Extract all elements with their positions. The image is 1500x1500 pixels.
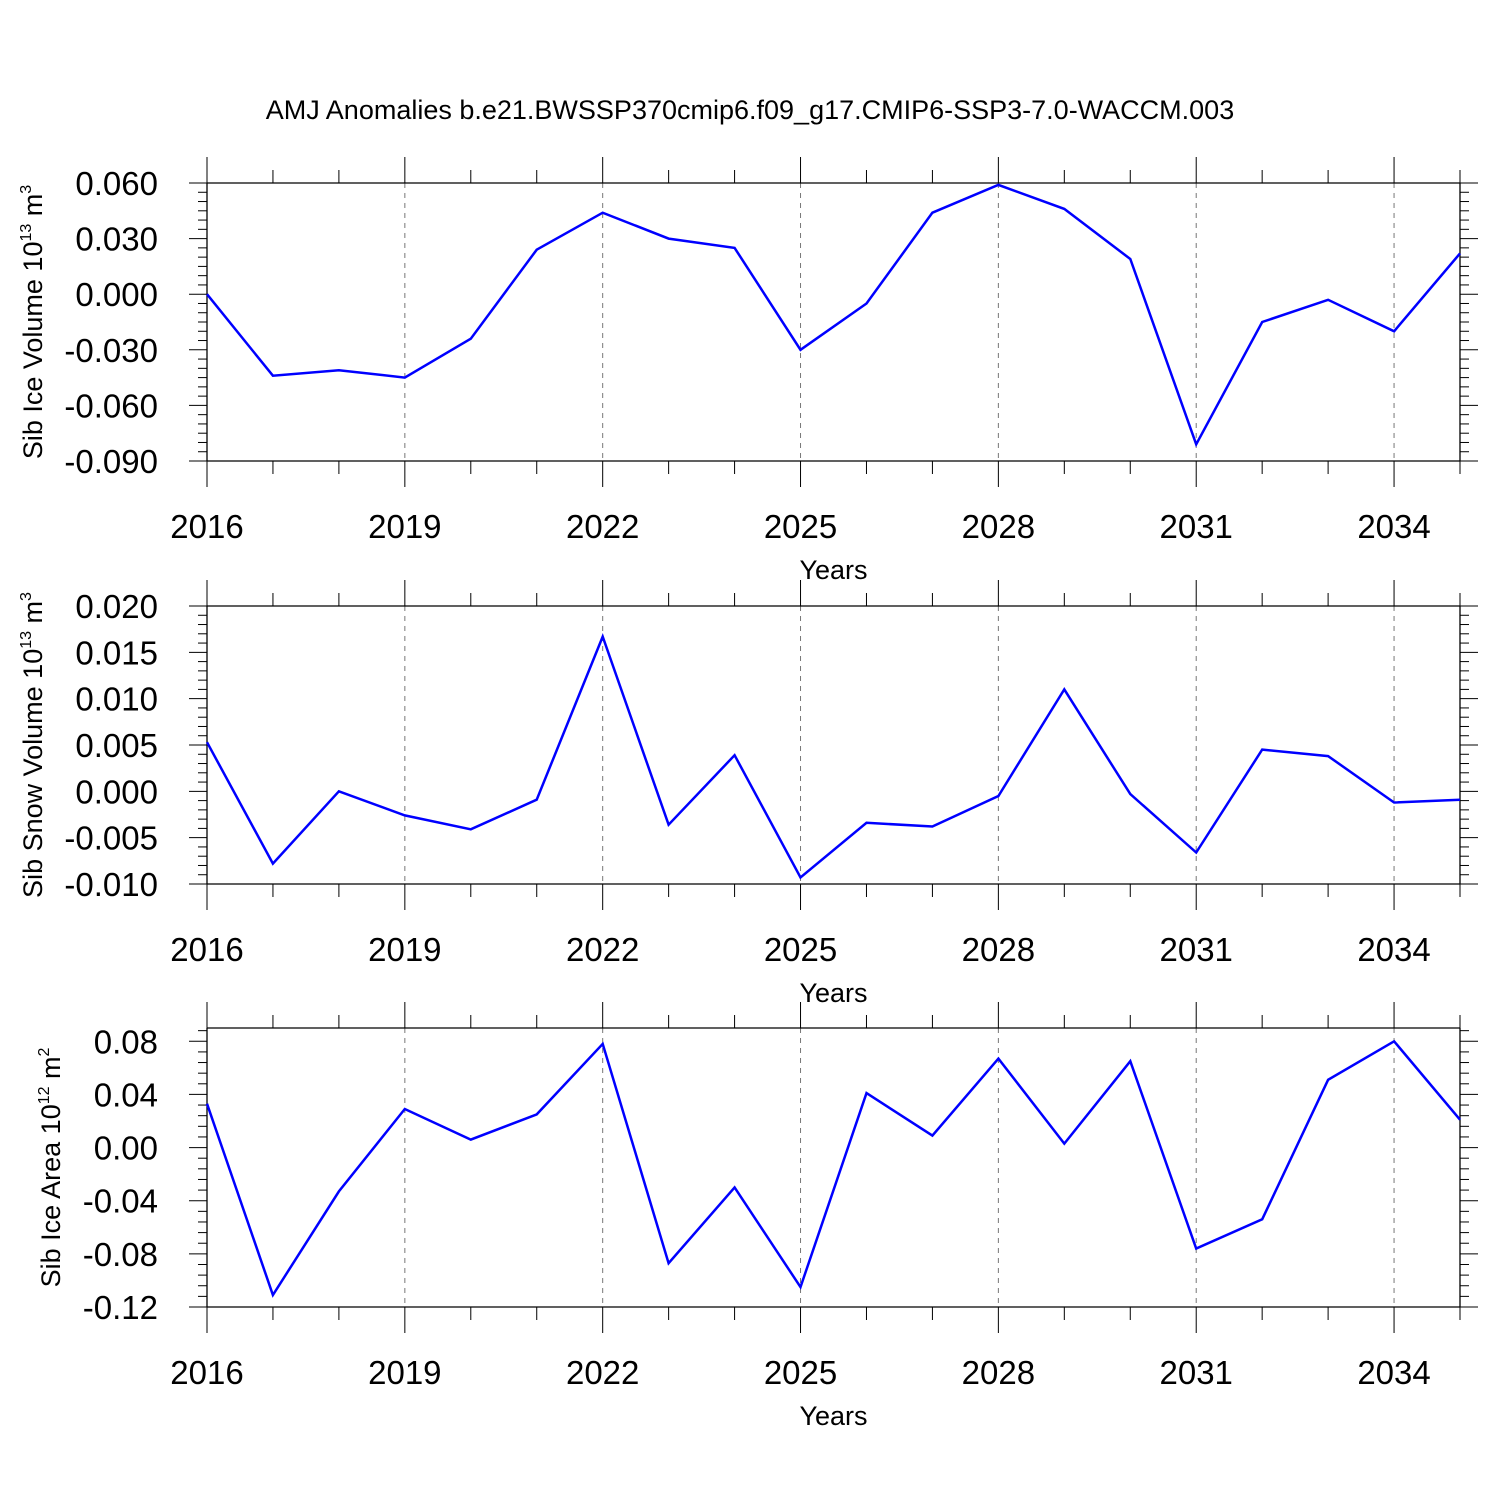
- panel-3: -0.12 -0.08 -0.04 0.00 0.04 0.08 2016 2019 2022 2…: [36, 1002, 1478, 1431]
- x-tick-label: 2034: [1357, 1354, 1430, 1391]
- y-axis-title: Sib Ice Area 1012 m2: [36, 1047, 66, 1287]
- panel-1: -0.090 -0.060 -0.030 0.000 0.030 0.060 2016 201…: [18, 157, 1478, 585]
- y-tick-label: 0.060: [75, 165, 158, 202]
- y-tick-label: -0.030: [64, 332, 158, 369]
- panel-2: -0.010 -0.005 0.000 0.005 0.010 0.015 0.020 201…: [18, 580, 1478, 1008]
- x-tick-label: 2016: [170, 508, 243, 545]
- x-tick-label: 2031: [1159, 931, 1232, 968]
- y-tick-label: -0.060: [64, 387, 158, 424]
- x-tick-label: 2022: [566, 1354, 639, 1391]
- y-tick-label: 0.030: [75, 221, 158, 258]
- x-tick-label: 2034: [1357, 931, 1430, 968]
- x-tick-label: 2019: [368, 1354, 441, 1391]
- x-axis-title: Years: [799, 555, 867, 585]
- x-tick-label: 2022: [566, 931, 639, 968]
- x-tick-label: 2031: [1159, 1354, 1232, 1391]
- y-tick-label: 0.08: [94, 1023, 158, 1060]
- y-tick-label: -0.08: [83, 1236, 158, 1273]
- y-axis-title: Sib Snow Volume 1013 m3: [18, 592, 48, 898]
- x-tick-label: 2034: [1357, 508, 1430, 545]
- y-tick-label: 0.00: [94, 1130, 158, 1167]
- x-tick-label: 2028: [962, 508, 1035, 545]
- x-tick-label: 2022: [566, 508, 639, 545]
- y-tick-label: -0.090: [64, 443, 158, 480]
- y-axis-title: Sib Ice Volume 1013 m3: [18, 185, 48, 459]
- x-axis-title: Years: [799, 978, 867, 1008]
- x-tick-label: 2025: [764, 1354, 837, 1391]
- series-line: [206, 183, 1461, 448]
- y-tick-label: 0.000: [75, 276, 158, 313]
- y-tick-label: -0.005: [64, 820, 158, 857]
- y-tick-label: 0.000: [75, 773, 158, 810]
- y-tick-label: 0.005: [75, 727, 158, 764]
- y-tick-label: -0.04: [83, 1183, 158, 1220]
- x-tick-label: 2028: [962, 1354, 1035, 1391]
- panels: -0.090 -0.060 -0.030 0.000 0.030 0.060 2016 201…: [18, 157, 1478, 1431]
- x-tick-label: 2016: [170, 1354, 243, 1391]
- x-tick-label: 2019: [368, 931, 441, 968]
- x-tick-label: 2031: [1159, 508, 1232, 545]
- y-tick-label: -0.010: [64, 866, 158, 903]
- x-tick-label: 2016: [170, 931, 243, 968]
- y-tick-label: 0.010: [75, 681, 158, 718]
- x-axis-title: Years: [799, 1401, 867, 1431]
- y-tick-label: -0.12: [83, 1289, 158, 1326]
- x-tick-label: 2025: [764, 508, 837, 545]
- x-tick-label: 2028: [962, 931, 1035, 968]
- x-tick-label: 2019: [368, 508, 441, 545]
- y-tick-label: 0.04: [94, 1076, 158, 1113]
- series-line: [205, 1039, 1461, 1298]
- series-line: [205, 633, 1461, 880]
- chart-title: AMJ Anomalies b.e21.BWSSP370cmip6.f09_g1…: [266, 95, 1234, 125]
- y-tick-label: 0.020: [75, 588, 158, 625]
- y-tick-label: 0.015: [75, 634, 158, 671]
- x-tick-label: 2025: [764, 931, 837, 968]
